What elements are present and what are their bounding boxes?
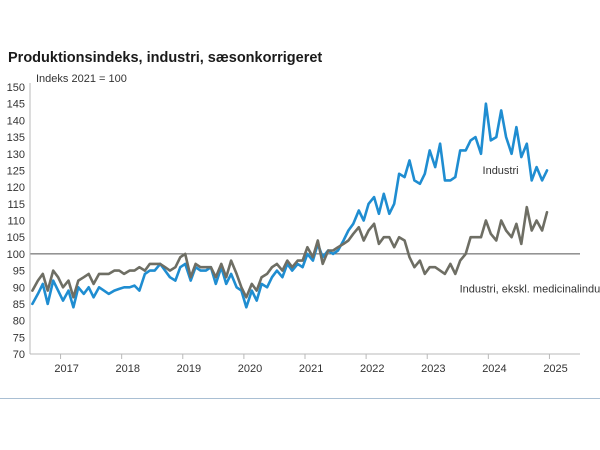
x-tick-label: 2020 [238, 363, 262, 375]
y-tick-label: 140 [7, 115, 25, 127]
y-tick-label: 110 [7, 216, 25, 228]
x-axis-ticks: 2017 2018 2019 2020 2021 2022 2023 2024 2025 [54, 354, 568, 375]
series-line-industri-ekskl-medicinal [31, 205, 549, 299]
y-tick-label: 105 [7, 232, 25, 244]
x-tick-label: 2024 [482, 363, 506, 375]
x-tick-label: 2025 [543, 363, 567, 375]
bottom-divider [0, 398, 600, 399]
y-tick-label: 80 [13, 316, 25, 328]
x-tick-label: 2017 [54, 363, 78, 375]
y-tick-label: 95 [13, 266, 25, 278]
y-tick-label: 90 [13, 282, 25, 294]
y-tick-label: 75 [13, 332, 25, 344]
y-tick-label: 125 [7, 165, 25, 177]
y-tick-label: 85 [13, 299, 25, 311]
x-tick-label: 2018 [116, 363, 140, 375]
x-tick-label: 2019 [177, 363, 201, 375]
line-chart: Indeks 2021 = 100 70 75 80 85 90 95 100 105 110 1… [0, 70, 600, 398]
x-tick-label: 2022 [360, 363, 384, 375]
y-tick-label: 70 [13, 349, 25, 361]
series-line-industri [31, 102, 549, 309]
y-axis-ticks: 70 75 80 85 90 95 100 105 110 115 120 125 130 135 140 1… [7, 82, 25, 361]
series-annotation-label: Industri, ekskl. medicinalindustri [460, 283, 600, 295]
y-tick-label: 120 [7, 182, 25, 194]
y-tick-label: 150 [7, 82, 25, 94]
chart-svg: Indeks 2021 = 100 70 75 80 85 90 95 100 105 110 1… [7, 73, 600, 375]
y-tick-label: 130 [7, 149, 25, 161]
x-tick-label: 2023 [421, 363, 445, 375]
series-layer [31, 102, 549, 309]
chart-title: Produktionsindeks, industri, sæsonkorrig… [8, 50, 323, 66]
y-tick-label: 115 [7, 199, 25, 211]
series-annotation-label: Industri [483, 165, 519, 177]
annotation-layer: Industri Industri, ekskl. medicinalindust… [460, 165, 600, 295]
y-tick-label: 145 [7, 99, 25, 111]
x-tick-label: 2021 [299, 363, 323, 375]
y-axis-unit-label: Indeks 2021 = 100 [36, 73, 127, 85]
y-tick-label: 135 [7, 132, 25, 144]
y-tick-label: 100 [7, 249, 25, 261]
